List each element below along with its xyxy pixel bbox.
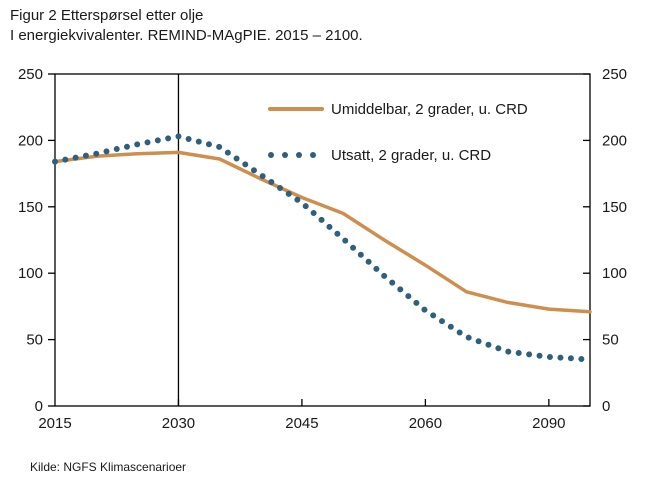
legend-dot	[310, 152, 316, 158]
chart-legend: Umiddelbar, 2 grader, u. CRD Utsatt, 2 g…	[268, 99, 528, 165]
chart-title-block: Figur 2 Etterspørsel etter olje I energi…	[10, 6, 363, 46]
chart-title: Figur 2 Etterspørsel etter olje	[10, 7, 204, 24]
y-tick-label-left-200: 200	[18, 132, 43, 149]
x-tick-label-2090: 2090	[532, 415, 565, 432]
y-tick-label-right-250: 250	[602, 66, 627, 83]
plot-frame	[54, 73, 591, 407]
legend-dotted-line-sample	[268, 152, 324, 158]
legend-label-utsatt: Utsatt, 2 grader, u. CRD	[331, 146, 492, 164]
y-tick-label-left-150: 150	[18, 199, 43, 216]
y-tick-label-left-250: 250	[18, 66, 43, 83]
x-tick-label-2045: 2045	[285, 415, 318, 432]
y-tick-label-left-100: 100	[18, 265, 43, 282]
y-tick-label-right-0: 0	[602, 398, 610, 415]
legend-entry-utsatt: Utsatt, 2 grader, u. CRD	[268, 145, 528, 165]
legend-entry-umiddelbar: Umiddelbar, 2 grader, u. CRD	[268, 99, 528, 119]
legend-dot	[282, 152, 288, 158]
x-tick-label-2015: 2015	[38, 415, 71, 432]
y-tick-label-right-150: 150	[602, 199, 627, 216]
y-tick-label-right-200: 200	[602, 132, 627, 149]
x-tick-label-2030: 2030	[162, 415, 195, 432]
legend-label-umiddelbar: Umiddelbar, 2 grader, u. CRD	[331, 100, 528, 118]
series-line-utsatt	[52, 133, 593, 363]
y-tick-label-right-50: 50	[602, 332, 619, 349]
legend-dot	[296, 152, 302, 158]
legend-dot	[268, 152, 274, 158]
y-tick-label-left-0: 0	[35, 398, 43, 415]
chart-subtitle: I energiekvivalenter. REMIND-MAgPIE. 201…	[10, 27, 363, 44]
series-line-umiddelbar	[53, 150, 592, 314]
y-tick-label-right-100: 100	[602, 265, 627, 282]
source-note: Kilde: NGFS Klimascenarioer	[30, 460, 187, 474]
y-tick-label-left-50: 50	[26, 332, 43, 349]
x-tick-label-2060: 2060	[409, 415, 442, 432]
legend-solid-line-sample	[268, 107, 324, 111]
